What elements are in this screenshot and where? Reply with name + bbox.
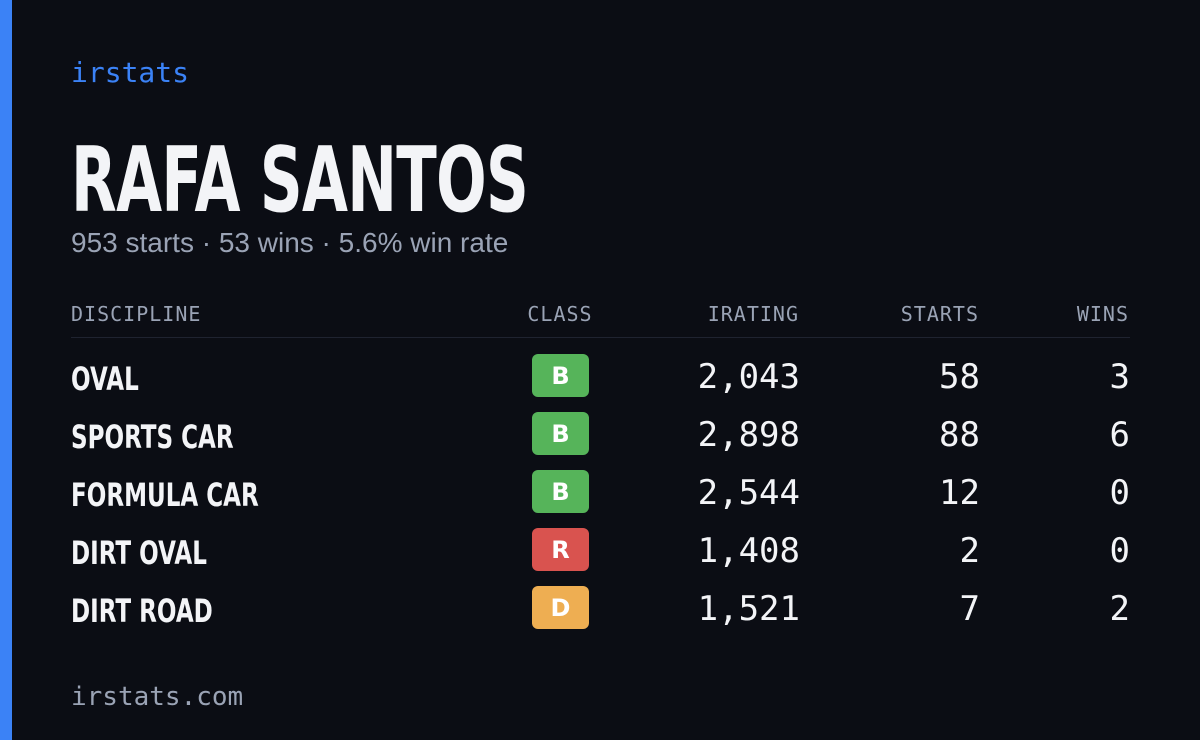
discipline: SPORTS CAR [71,418,234,456]
wins: 2 [1109,589,1130,629]
class-badge: D [532,586,589,629]
starts: 58 [939,357,980,397]
starts: 7 [959,589,980,629]
driver-name: RAFA SANTOS [71,128,529,233]
wins: 0 [1109,531,1130,571]
column-header: STARTS [900,302,979,326]
discipline: OVAL [71,360,139,398]
brand: irstats [71,56,190,89]
discipline: DIRT ROAD [71,592,213,630]
discipline: FORMULA CAR [71,476,259,514]
column-header: WINS [1076,302,1129,326]
wins: 6 [1109,415,1130,455]
class-badge: B [532,412,589,455]
column-header: DISCIPLINE [71,302,202,326]
irating: 1,408 [697,531,800,571]
footer: irstats.com [71,682,244,712]
starts: 12 [939,473,980,513]
irating: 2,043 [697,357,800,397]
wins: 0 [1109,473,1130,513]
starts: 88 [939,415,980,455]
summary: 953 starts · 53 wins · 5.6% win rate [71,227,509,258]
accent-bar [0,0,12,740]
irating: 1,521 [697,589,800,629]
class-badge: B [532,354,589,397]
class-badge: R [532,528,589,571]
irating: 2,544 [697,473,800,513]
starts: 2 [959,531,980,571]
column-header: IRATING [707,302,799,326]
discipline: DIRT OVAL [71,534,207,572]
irating: 2,898 [697,415,800,455]
header-rule [71,337,1130,338]
class-badge: B [532,470,589,513]
wins: 3 [1109,357,1130,397]
column-header: CLASS [527,302,593,326]
